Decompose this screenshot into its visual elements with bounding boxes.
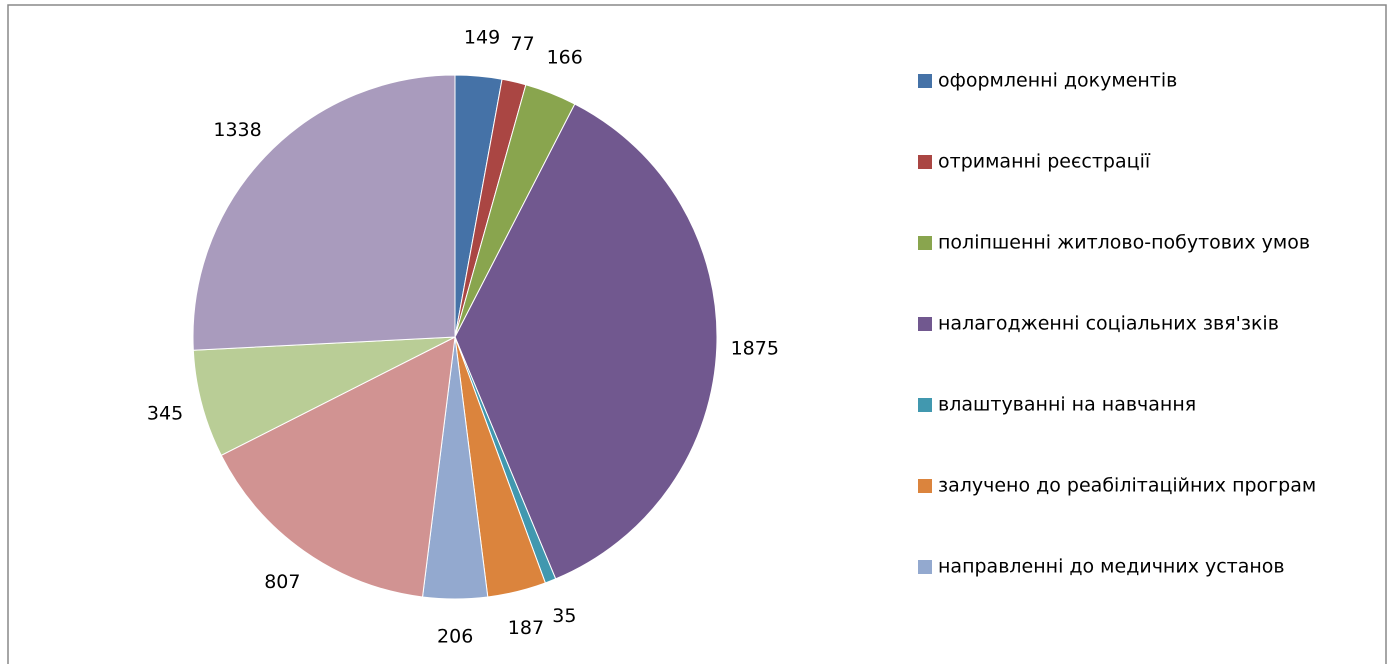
data-label: 166 xyxy=(547,46,583,68)
data-label: 1875 xyxy=(731,338,779,360)
data-label: 807 xyxy=(264,571,300,593)
data-label: 77 xyxy=(510,33,534,55)
pie-slice xyxy=(220,336,456,598)
legend-label: влаштуванні на навчання xyxy=(938,394,1196,416)
legend-label: залучено до реабілітаційних програм xyxy=(938,475,1316,497)
legend-swatch xyxy=(918,317,932,331)
data-label: 35 xyxy=(552,605,576,627)
legend-swatch xyxy=(918,560,932,574)
data-label: 345 xyxy=(147,403,183,425)
data-label: 149 xyxy=(464,27,500,49)
legend-swatch xyxy=(918,74,932,88)
pie-slice xyxy=(192,336,456,457)
legend-swatch xyxy=(918,398,932,412)
legend-swatch xyxy=(918,155,932,169)
legend-swatch xyxy=(918,479,932,493)
legend-label: налагодженні соціальних звя'зків xyxy=(938,313,1279,335)
data-label: 1338 xyxy=(213,119,261,141)
legend-label: направленні до медичних установ xyxy=(938,556,1285,578)
legend-label: отриманні реєстрації xyxy=(938,151,1151,173)
legend-label: оформленні документів xyxy=(938,70,1177,92)
data-label: 187 xyxy=(508,617,544,639)
legend-swatch xyxy=(918,236,932,250)
pie-slice xyxy=(454,103,718,580)
pie-slice xyxy=(192,74,456,351)
legend-label: поліпшенні житлово-побутових умов xyxy=(938,232,1310,254)
data-label: 206 xyxy=(437,625,473,647)
